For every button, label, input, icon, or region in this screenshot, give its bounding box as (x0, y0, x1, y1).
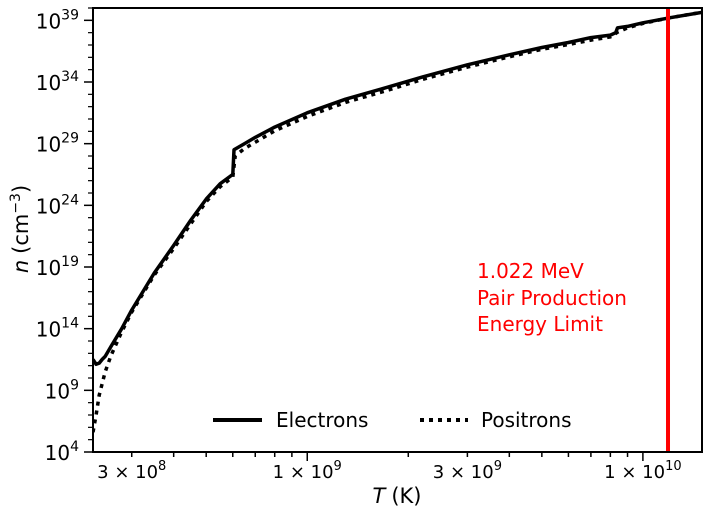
y-axis-unit-close: ) (9, 185, 33, 193)
y-tick-label: 1019 (36, 254, 79, 280)
legend-positrons-label: Positrons (481, 408, 572, 432)
x-tick-label: 3 × 109 (433, 459, 502, 483)
y-axis-symbol: n (9, 260, 33, 273)
y-axis-unit-open: (cm (9, 214, 33, 254)
annotation-line-1: 1.022 MeV (477, 259, 584, 283)
x-axis-label: T (K) (373, 484, 422, 508)
y-tick-label: 109 (45, 377, 79, 403)
y-tick-label: 104 (45, 439, 79, 465)
y-tick-label: 1034 (36, 69, 79, 95)
annotation-line-3: Energy Limit (477, 312, 603, 336)
y-axis-label: n (cm−3) (8, 185, 33, 273)
y-tick-label: 1014 (36, 316, 79, 342)
x-tick-label: 1 × 1010 (604, 459, 681, 483)
series-layer (93, 10, 702, 433)
y-axis-ticks: 104 109 1014 1019 1024 1029 1034 1039 (36, 7, 93, 465)
x-axis-unit: (K) (391, 484, 421, 508)
y-tick-label: 1029 (36, 131, 79, 157)
series-positrons-line (93, 10, 702, 433)
series-electrons-line (93, 10, 702, 367)
annotation-line-2: Pair Production (477, 286, 627, 310)
y-tick-label: 1024 (36, 192, 79, 218)
x-tick-label: 1 × 109 (273, 459, 342, 483)
legend-electrons-label: Electrons (276, 408, 368, 432)
y-tick-label: 1039 (36, 7, 79, 33)
y-axis-unit-exp: −3 (8, 193, 24, 214)
x-axis-symbol: T (373, 484, 388, 508)
x-axis-ticks: 3 × 108 1 × 109 3 × 109 1 × 1010 (97, 452, 682, 483)
legend: Electrons Positrons (213, 408, 572, 432)
x-tick-label: 3 × 108 (97, 459, 166, 483)
